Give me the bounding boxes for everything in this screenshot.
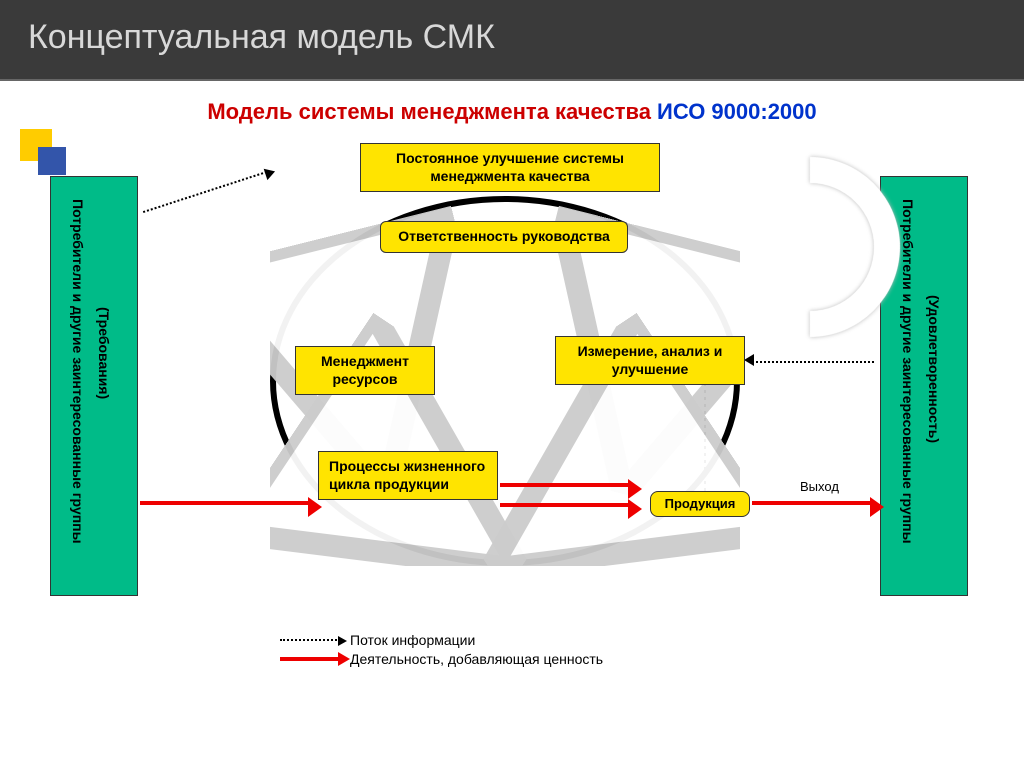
resource-management-box: Менеджмент ресурсов	[295, 346, 435, 395]
subtitle: Модель системы менеджмента качества ИСО …	[0, 99, 1024, 125]
value-flow-mid-1	[500, 483, 630, 487]
legend-info-row: Поток информации	[280, 632, 603, 648]
consumers-requirements-box: Потребители и другие заинтересованные гр…	[50, 176, 138, 596]
product-box: Продукция	[650, 491, 750, 517]
right-box-line2: (Удовлетворенность)	[925, 295, 943, 443]
lifecycle-processes-box: Процессы жизненного цикла продукции	[318, 451, 498, 500]
left-box-line1: Потребители и другие заинтересованные гр…	[69, 199, 87, 544]
slide-title: Концептуальная модель СМК	[28, 18, 996, 57]
dotted-arrow-icon	[280, 639, 340, 641]
subtitle-blue: ИСО 9000:2000	[657, 99, 817, 124]
diagram-area: Модель системы менеджмента качества ИСО …	[0, 81, 1024, 767]
value-flow-mid-2	[500, 503, 630, 507]
info-flow-top-left	[143, 171, 267, 213]
management-responsibility-box: Ответственность руководства	[380, 221, 628, 253]
legend-value-row: Деятельность, добавляющая ценность	[280, 651, 603, 667]
measurement-analysis-box: Измерение, анализ и улучшение	[555, 336, 745, 385]
info-flow-feedback	[752, 361, 874, 363]
exit-label: Выход	[800, 479, 839, 494]
right-box-line1: Потребители и другие заинтересованные гр…	[899, 199, 917, 544]
red-arrow-icon	[280, 657, 340, 661]
legend: Поток информации Деятельность, добавляющ…	[280, 629, 603, 670]
continuous-improvement-box: Постоянное улучшение системы менеджмента…	[360, 143, 660, 192]
value-flow-output	[752, 501, 872, 505]
slide-header: Концептуальная модель СМК	[0, 0, 1024, 81]
logo-icon	[20, 129, 68, 177]
value-flow-input	[140, 501, 310, 505]
legend-value-label: Деятельность, добавляющая ценность	[350, 651, 603, 667]
subtitle-red: Модель системы менеджмента качества	[207, 99, 657, 124]
left-box-line2: (Требования)	[95, 307, 113, 399]
legend-info-label: Поток информации	[350, 632, 475, 648]
